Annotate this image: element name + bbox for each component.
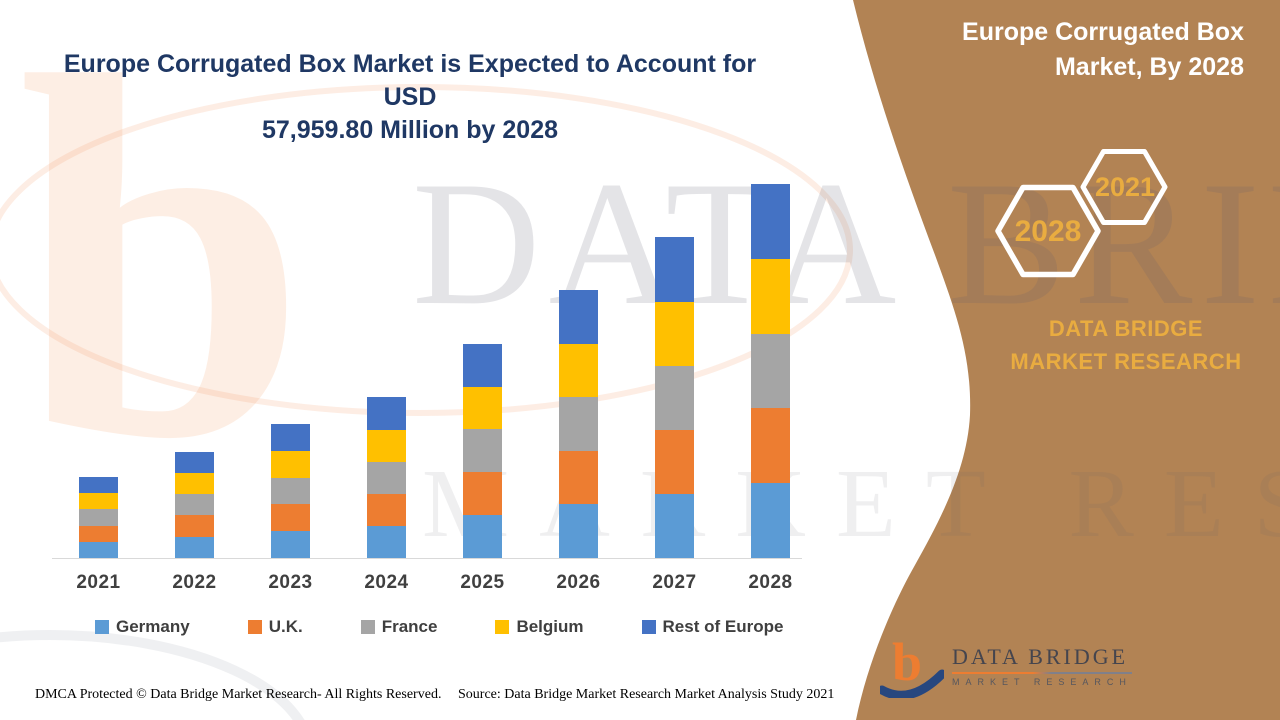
legend-label: Belgium — [516, 617, 584, 636]
segment-germany-2025 — [463, 515, 502, 558]
legend-label: Germany — [116, 617, 190, 636]
segment-germany-2022 — [175, 536, 214, 558]
x-axis-label-2028: 2028 — [748, 572, 793, 593]
plot-area — [52, 170, 803, 559]
svg-text:b: b — [892, 634, 922, 692]
hexagon-2028 — [995, 184, 1101, 278]
side-panel-title: Europe Corrugated Box Market, By 2028 — [962, 18, 1244, 81]
company-logo-rule — [952, 672, 1132, 674]
chart-legend: Germany U.K. France Belgium Rest of Europe — [95, 617, 795, 637]
chart-title: Europe Corrugated Box Market is Expected… — [60, 48, 760, 147]
segment-belgium-2024 — [367, 429, 406, 462]
segment-france-2025 — [463, 429, 502, 473]
segment-france-2028 — [751, 333, 790, 409]
segment-belgium-2022 — [175, 472, 214, 495]
chart-title-line1: Europe Corrugated Box Market is Expected… — [63, 50, 757, 111]
segment-u-k--2026 — [559, 450, 598, 505]
source-note: Source: Data Bridge Market Research Mark… — [458, 687, 835, 702]
segment-u-k--2021 — [79, 525, 118, 542]
segment-u-k--2028 — [751, 408, 790, 484]
company-logo-text: DATA BRIDGE MARKET RESEARCH — [952, 644, 1132, 687]
x-axis-label-2023: 2023 — [268, 572, 313, 593]
company-logo-name: DATA BRIDGE — [952, 644, 1129, 669]
x-axis-line — [52, 558, 802, 559]
segment-france-2027 — [655, 365, 694, 430]
segment-france-2026 — [559, 397, 598, 451]
bar-2022 — [175, 451, 214, 558]
legend-swatch-icon — [495, 620, 510, 634]
hexagon-2021-label: 2021 — [1095, 172, 1155, 202]
legend-label: U.K. — [268, 617, 303, 636]
segment-rest-of-europe-2026 — [559, 290, 598, 344]
segment-rest-of-europe-2024 — [367, 397, 406, 430]
x-axis-label-2026: 2026 — [556, 572, 601, 593]
legend-item-u-k-: U.K. — [247, 617, 303, 637]
segment-rest-of-europe-2028 — [751, 184, 790, 259]
company-logo: b DATA BRIDGE MARKET RESEARCH — [880, 634, 1132, 698]
hexagon-badges: 2021 2028 — [995, 149, 1168, 278]
x-axis-labels: 2021 2022 2023 2024 2025 2026 2027 2028 — [55, 572, 803, 598]
segment-rest-of-europe-2022 — [175, 451, 214, 473]
legend-label: Rest of Europe — [662, 617, 784, 636]
segment-germany-2021 — [79, 541, 118, 558]
hexagon-2021 — [1080, 149, 1168, 225]
segment-belgium-2021 — [79, 493, 118, 510]
legend-item-france: France — [360, 617, 438, 637]
x-axis-label-2024: 2024 — [364, 572, 409, 593]
bar-2028 — [751, 184, 790, 558]
dmca-notice: DMCA Protected © Data Bridge Market Rese… — [35, 687, 442, 702]
segment-germany-2028 — [751, 483, 790, 558]
bar-2024 — [367, 397, 406, 558]
segment-germany-2023 — [271, 531, 310, 558]
legend-item-germany: Germany — [95, 617, 190, 637]
segment-germany-2027 — [655, 493, 694, 558]
hexagon-2028-label: 2028 — [1015, 215, 1082, 248]
chart-title-line2: 57,959.80 Million by 2028 — [262, 116, 558, 144]
segment-rest-of-europe-2023 — [271, 423, 310, 451]
bar-2021 — [79, 476, 118, 558]
segment-france-2022 — [175, 494, 214, 516]
bar-2025 — [463, 343, 502, 558]
legend-swatch-icon — [95, 620, 109, 634]
segment-germany-2024 — [367, 525, 406, 558]
segment-u-k--2022 — [175, 515, 214, 537]
bar-2027 — [655, 237, 694, 558]
segment-u-k--2023 — [271, 504, 310, 532]
bar-2023 — [271, 423, 310, 558]
legend-item-belgium: Belgium — [495, 617, 584, 637]
segment-belgium-2028 — [751, 258, 790, 334]
x-axis-label-2022: 2022 — [172, 572, 217, 593]
legend-swatch-icon — [641, 620, 656, 634]
segment-u-k--2025 — [463, 472, 502, 516]
x-axis-label-2025: 2025 — [460, 572, 505, 593]
x-axis-label-2027: 2027 — [652, 572, 697, 593]
segment-rest-of-europe-2025 — [463, 343, 502, 387]
segment-rest-of-europe-2021 — [79, 476, 118, 493]
legend-swatch-icon — [360, 620, 375, 634]
segment-belgium-2027 — [655, 301, 694, 366]
segment-u-k--2027 — [655, 429, 694, 494]
segment-belgium-2025 — [463, 386, 502, 430]
brand-wordmark: DATA BRIDGE MARKET RESEARCH — [1010, 316, 1242, 374]
segment-rest-of-europe-2027 — [655, 237, 694, 302]
company-logo-icon: b — [880, 634, 944, 698]
segment-france-2023 — [271, 477, 310, 505]
segment-belgium-2026 — [559, 343, 598, 398]
segment-germany-2026 — [559, 504, 598, 558]
legend-item-rest-of-europe: Rest of Europe — [641, 617, 784, 637]
segment-france-2021 — [79, 509, 118, 526]
legend-label: France — [381, 617, 438, 636]
legend-swatch-icon — [247, 620, 262, 634]
company-logo-subtext: MARKET RESEARCH — [952, 677, 1132, 687]
bar-2026 — [559, 290, 598, 558]
segment-u-k--2024 — [367, 493, 406, 526]
x-axis-label-2021: 2021 — [76, 572, 121, 593]
segment-france-2024 — [367, 461, 406, 494]
segment-belgium-2023 — [271, 450, 310, 478]
